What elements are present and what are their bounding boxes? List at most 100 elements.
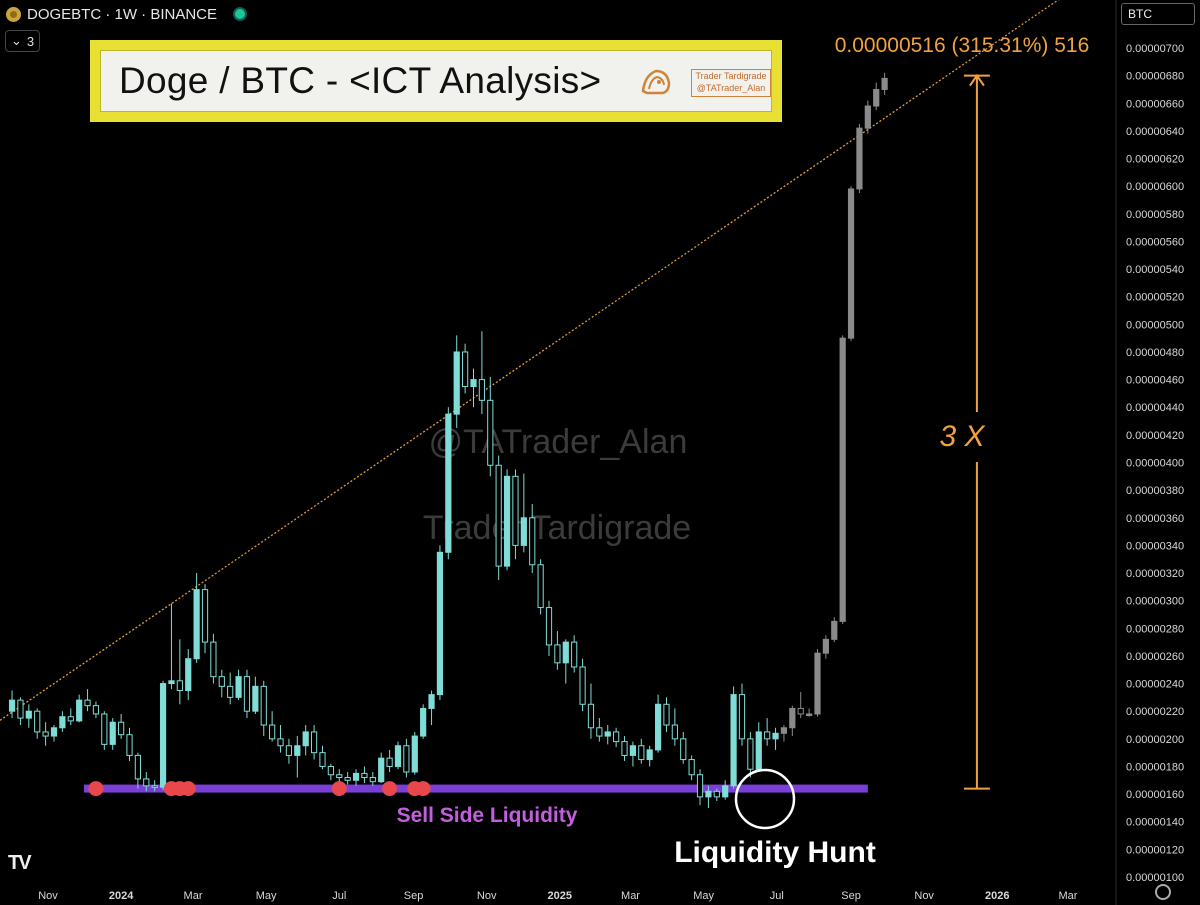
gear-icon[interactable] [1155, 884, 1171, 900]
candle [520, 473, 527, 553]
candle [663, 697, 670, 732]
y-axis-tick-label: 0.00000520 [1126, 292, 1184, 304]
projection-candle [822, 635, 829, 659]
candle [59, 711, 66, 732]
projection-candle-body [780, 727, 788, 734]
candle [235, 669, 242, 701]
candle-body [42, 731, 49, 737]
candle [638, 738, 645, 764]
y-axis-tick-label: 0.00000340 [1126, 540, 1184, 552]
candle-body [378, 757, 385, 783]
candle-body [227, 685, 234, 698]
y-axis-tick-label: 0.00000620 [1126, 154, 1184, 166]
y-axis-tick-label: 0.00000700 [1126, 43, 1184, 55]
candle [596, 718, 603, 742]
candle-body [571, 641, 578, 668]
candle [243, 669, 251, 719]
candle-body [613, 731, 620, 743]
candle [336, 769, 343, 784]
y-axis-tick-label: 0.00000400 [1126, 458, 1184, 470]
candle-body [772, 732, 779, 740]
candle-body [302, 731, 309, 747]
candle [428, 690, 435, 726]
candle-body [176, 680, 183, 691]
y-axis-tick-label: 0.00000240 [1126, 679, 1184, 691]
candle [109, 718, 116, 750]
liquidity-sweep-dot [415, 781, 431, 797]
candle [210, 633, 217, 684]
candle [747, 731, 754, 778]
y-axis-tick-label: 0.00000120 [1126, 844, 1184, 856]
y-axis-tick-label: 0.00000660 [1126, 98, 1184, 110]
candle-body [587, 703, 595, 729]
candle-body [168, 680, 175, 685]
candle [646, 745, 653, 767]
candle-body [25, 710, 32, 719]
indicators-toggle[interactable]: ⌄ 3 [5, 30, 41, 52]
candle-body [621, 741, 628, 756]
chevron-down-icon: ⌄ [11, 33, 22, 48]
candle-body [554, 644, 561, 664]
projection-candle-body [806, 713, 813, 716]
candle-body [713, 790, 720, 798]
y-axis-tick-label: 0.00000480 [1126, 347, 1184, 359]
x-axis-tick-label: Mar [621, 890, 640, 902]
candle-body [436, 551, 444, 696]
candle [604, 725, 611, 745]
candle-body [537, 564, 544, 609]
y-axis-tick-label: 0.00000460 [1126, 375, 1184, 387]
candle [470, 368, 477, 408]
candle-body [235, 676, 242, 698]
projection-candle-body [839, 337, 846, 622]
x-axis-tick-label: Sep [841, 890, 861, 902]
candle-body [738, 694, 746, 740]
y-axis-tick-label: 0.00000260 [1126, 651, 1184, 663]
candle-body [428, 694, 435, 709]
candle-body [520, 517, 527, 546]
candle-body [84, 699, 91, 707]
projection-candle-body [831, 620, 838, 640]
candle-body [243, 676, 251, 712]
y-axis-tick-label: 0.00000100 [1126, 872, 1184, 884]
candle [310, 725, 318, 760]
y-axis-tick-label: 0.00000640 [1126, 126, 1184, 138]
candle-body [151, 785, 158, 788]
candle [294, 736, 301, 778]
candle [369, 771, 376, 786]
candle [101, 711, 108, 750]
tradingview-logo-icon[interactable]: TV [8, 852, 32, 874]
candle [403, 738, 410, 778]
candle [8, 690, 16, 719]
y-axis-tick-label: 0.00000320 [1126, 568, 1184, 580]
liquidity-hunt-label: Liquidity Hunt [674, 836, 876, 869]
analysis-title-box: Doge / BTC - <ICT Analysis> Trader Tardi… [90, 40, 782, 122]
candle [436, 545, 444, 701]
currency-tag[interactable]: BTC [1121, 3, 1195, 25]
candle-body [688, 759, 695, 776]
projection-candle-body [789, 707, 796, 729]
candle-body [445, 413, 452, 553]
candle [503, 469, 511, 571]
candle-body [512, 475, 519, 546]
candle-body [638, 745, 645, 761]
author-badge: Trader Tardigrade @TATrader_Alan [691, 69, 771, 97]
candle [478, 331, 485, 415]
y-axis-tick-label: 0.00000160 [1126, 789, 1184, 801]
candle [613, 727, 620, 748]
candle-body [462, 351, 469, 388]
symbol-header[interactable]: DOGEBTC · 1W · BINANCE [6, 3, 248, 25]
x-axis-tick-label: Nov [477, 890, 497, 902]
candle [629, 741, 637, 767]
candle [277, 725, 284, 753]
candle [688, 755, 695, 781]
candle [621, 736, 628, 761]
candle [67, 708, 74, 726]
projection-candle-body [864, 105, 871, 129]
candle [159, 680, 167, 790]
x-axis-tick-label: 2024 [109, 890, 134, 902]
y-axis-tick-label: 0.00000440 [1126, 402, 1184, 414]
candle [302, 725, 309, 756]
candle-body [420, 707, 427, 737]
candle-body [310, 731, 318, 754]
